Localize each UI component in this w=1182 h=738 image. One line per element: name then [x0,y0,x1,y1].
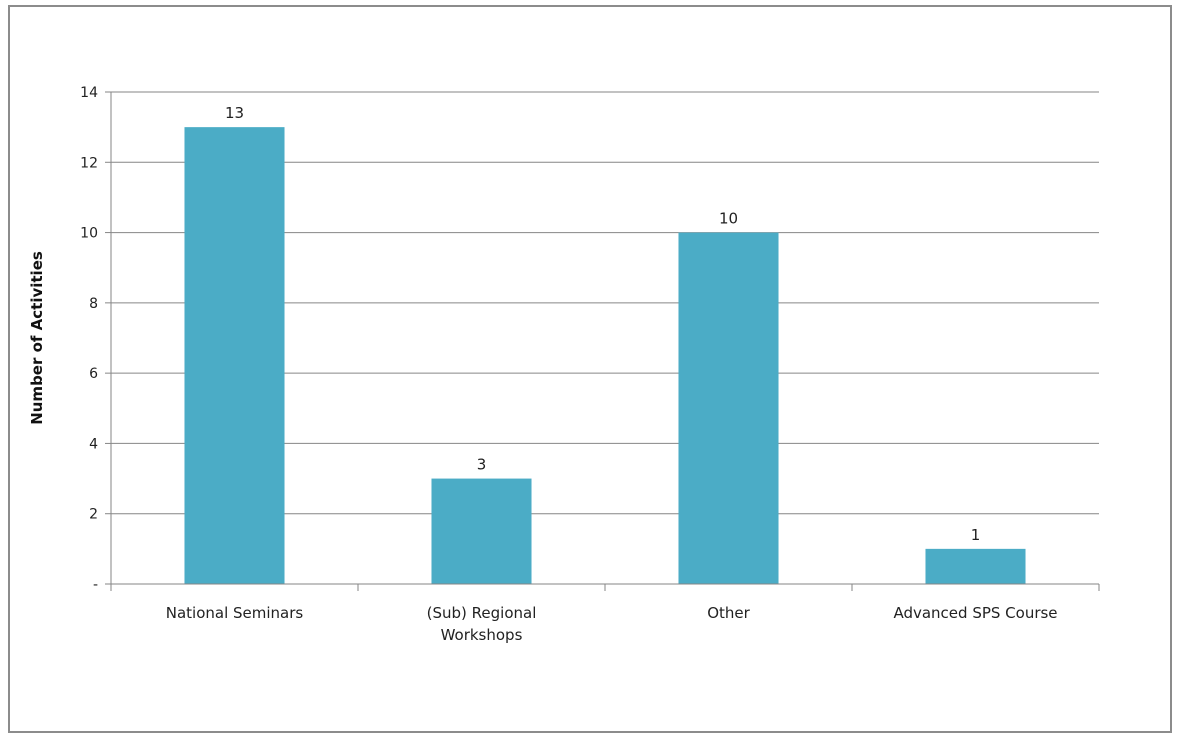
x-category-labels: National Seminars (Sub) Regional Workshops… [166,604,1058,644]
x-category-label: (Sub) Regional [427,604,537,622]
bar [925,548,1026,584]
bar [678,232,779,585]
y-tick-label: 6 [89,366,98,382]
data-label: 3 [477,456,487,474]
x-category-label: Advanced SPS Course [893,604,1057,622]
bar [184,127,285,585]
data-label: 13 [225,104,244,122]
bar-chart: - 2 4 6 8 10 12 14 National Seminars (Sub) Regio… [28,85,1100,644]
chart-frame: - 2 4 6 8 10 12 14 National Seminars (Sub) Regio… [8,5,1172,733]
data-label: 1 [971,526,981,544]
y-tick-label: - [93,577,98,593]
axes [105,91,1100,591]
y-axis-title: Number of Activities [28,251,46,425]
y-tick-label: 4 [89,436,98,452]
y-tick-label: 10 [80,226,98,242]
y-tick-label: 14 [80,85,98,101]
y-tick-label: 2 [89,507,98,523]
x-category-label: Workshops [441,626,523,644]
x-category-label: National Seminars [166,604,304,622]
data-label: 10 [719,210,738,228]
x-category-label: Other [707,604,750,622]
y-tick-label: 8 [89,296,98,312]
data-labels: 13 3 10 1 [225,104,980,544]
bar [431,478,532,584]
bars [184,127,1026,585]
y-tick-label: 12 [80,155,98,171]
y-tick-labels: - 2 4 6 8 10 12 14 [80,85,98,593]
